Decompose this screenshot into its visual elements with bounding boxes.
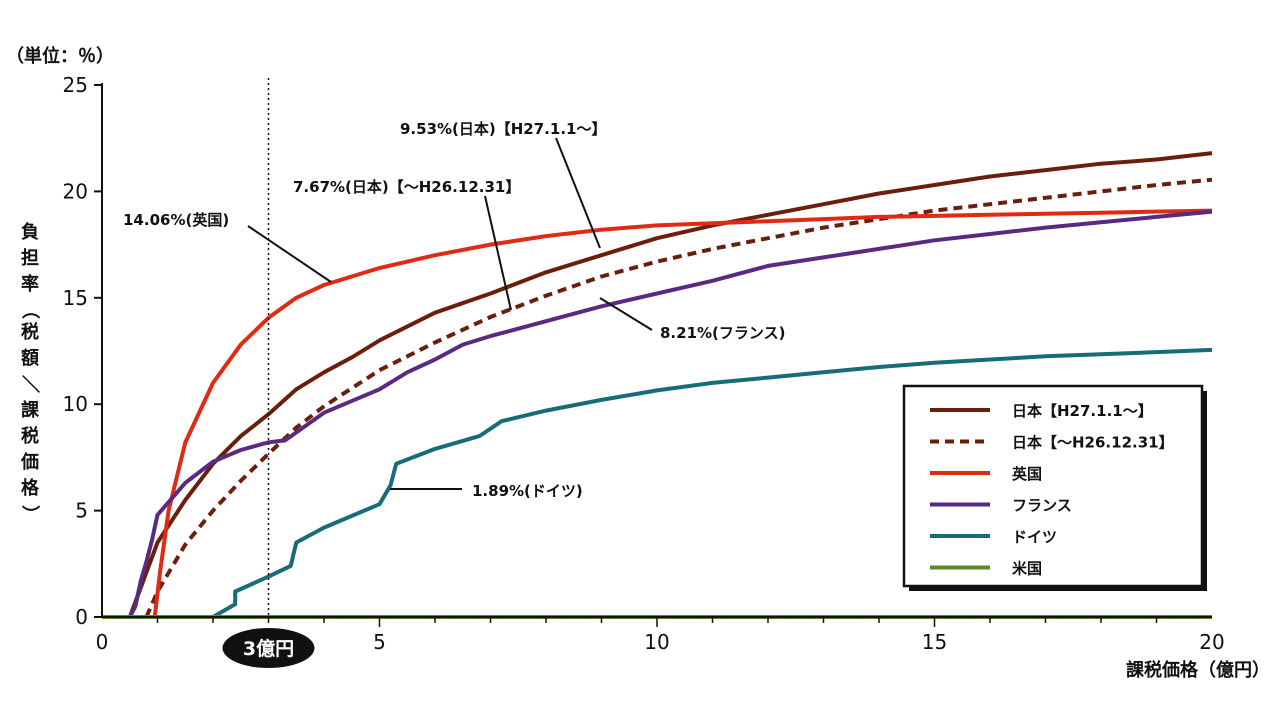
series-line-3 <box>128 209 1213 618</box>
reference-line-label: 3億円 <box>243 637 294 660</box>
x-axis-label: 課税価格（億円） <box>1126 659 1270 681</box>
legend-label: フランス <box>1012 497 1072 515</box>
legend-label: 英国 <box>1012 465 1042 483</box>
y-axis-label-char: ／ <box>19 375 40 393</box>
y-tick-label: 0 <box>75 605 88 629</box>
annotation-label: 8.21%(フランス) <box>660 324 785 342</box>
series-line-0 <box>127 151 1213 618</box>
annotation-label: 1.89%(ドイツ) <box>472 482 583 500</box>
y-axis-label-char: 価 <box>20 451 39 473</box>
annotation-label: 9.53%(日本)【H27.1.1～】 <box>400 120 606 138</box>
y-tick-label: 20 <box>63 179 88 203</box>
legend-label: ドイツ <box>1012 528 1057 546</box>
y-axis-label-char: 額 <box>20 347 39 369</box>
y-axis-label-char: 税 <box>21 425 39 447</box>
legend-label: 米国 <box>1012 560 1042 578</box>
annotation-leader <box>484 195 512 311</box>
annotation-leader <box>247 225 332 283</box>
x-tick-label: 0 <box>96 630 109 654</box>
annotation-label: 14.06%(英国) <box>123 211 229 229</box>
y-axis-label-char: 率 <box>21 273 39 295</box>
annotation-leader <box>555 137 601 249</box>
legend-label: 日本【H27.1.1～】 <box>1012 402 1153 420</box>
series-line-2 <box>152 208 1213 618</box>
y-axis-label: 負担率（税額／課税価格） <box>19 221 40 523</box>
series-line-1 <box>144 177 1213 618</box>
y-axis-label-char: 税 <box>21 321 39 343</box>
y-tick-label: 25 <box>63 73 88 97</box>
y-tick-label: 10 <box>63 392 88 416</box>
y-axis-label-char: （ <box>19 301 40 319</box>
legend-label: 日本【～H26.12.31】 <box>1012 434 1174 452</box>
y-axis-label-char: 担 <box>21 247 39 269</box>
annotation-label: 7.67%(日本)【～H26.12.31】 <box>293 178 520 196</box>
reference-badge <box>222 628 315 668</box>
y-tick-label: 5 <box>75 499 88 523</box>
x-tick-label: 5 <box>373 630 386 654</box>
x-tick-label: 10 <box>644 630 669 654</box>
x-tick-label: 20 <box>1199 630 1224 654</box>
y-tick-label: 15 <box>63 286 88 310</box>
x-tick-label: 15 <box>922 630 947 654</box>
y-axis-label-char: 格 <box>21 477 40 499</box>
y-axis-label-char: ） <box>19 505 40 523</box>
series-line-4 <box>212 347 1213 619</box>
unit-label: （単位：％） <box>6 45 114 67</box>
legend-box <box>902 384 1204 588</box>
y-axis-label-char: 負 <box>21 221 39 243</box>
annotation-leader <box>599 297 653 331</box>
y-axis-label-char: 課 <box>21 399 40 421</box>
